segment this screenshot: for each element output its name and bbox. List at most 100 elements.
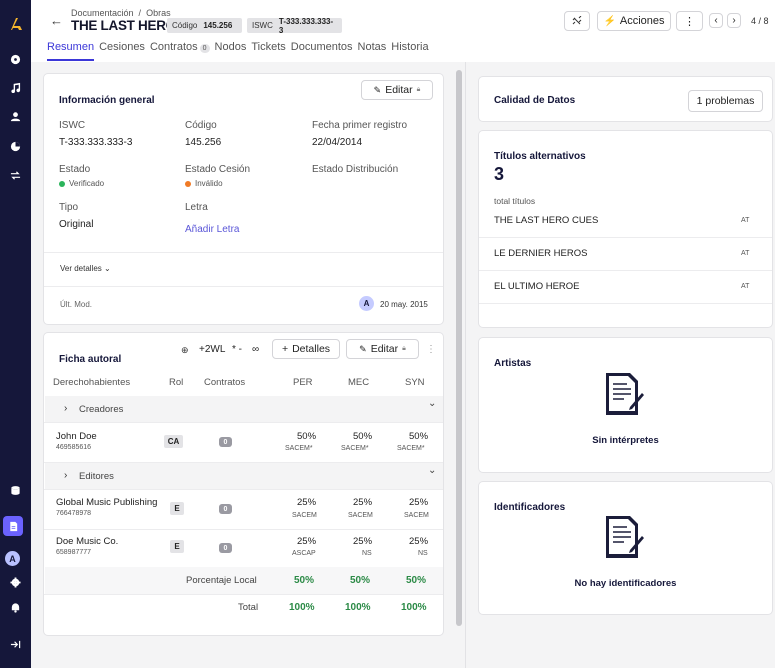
star-label: * - [232,344,242,355]
chart-icon[interactable] [0,136,31,156]
local-percentage-label: Porcentaje Local [186,575,257,586]
actions-button-label: Acciones [619,15,665,27]
more-icon[interactable]: ⋮ [426,344,436,355]
tab-label: Notas [357,41,387,53]
authorship-card: Ficha autoral ⊕ +2WL * - ∞ + Detalles ✎ … [43,332,444,636]
avatar[interactable]: A [5,551,20,566]
divider [44,462,443,463]
iswc-chip-label: ISWC [252,21,273,30]
total-syn: 100% [401,602,427,613]
total-label: Total [238,602,259,613]
column-header: Rol [169,377,184,388]
pencil-icon: ✎ [359,343,367,354]
breadcrumb-item[interactable]: Documentación [71,8,134,18]
type-label: Tipo [59,202,79,213]
problems-button[interactable]: 1 problemas [688,90,763,112]
alt-title: EL ULTIMO HEROE [494,281,580,292]
next-button[interactable]: › [727,13,741,28]
last-modified-date: 20 may. 2015 [380,300,428,309]
tab-documentos[interactable]: Documentos [291,41,358,59]
unlink-button[interactable] [564,11,590,31]
iswc-value: T-333.333.333-3 [59,137,133,148]
plus-icon: + [281,343,289,355]
divider [44,286,443,287]
details-button[interactable]: + Detalles [272,339,340,359]
per-value: 25% [297,536,317,547]
disc-icon[interactable] [0,49,31,69]
document-icon [606,516,644,558]
tab-nodos[interactable]: Nodos [215,41,252,59]
divider [44,594,443,595]
tab-tickets[interactable]: Tickets [251,41,290,59]
alt-title: LE DERNIER HEROS [494,248,588,259]
contracts-count[interactable]: 0 [219,543,232,553]
back-arrow-icon[interactable]: ← [50,13,63,28]
chevron-right-icon: › [64,403,68,414]
syn-value: 25% [409,497,429,508]
column-header: PER [293,377,313,388]
section-label: Creadores [79,404,124,415]
scrollbar[interactable] [456,70,462,626]
user-icon[interactable] [0,106,31,126]
column-header: MEC [348,377,370,388]
contracts-count[interactable]: 0 [219,504,232,514]
tab-notas[interactable]: Notas [358,41,392,59]
document-icon[interactable] [3,516,23,536]
tab-bar: Resumen Cesiones Contratos 0 Nodos Ticket… [47,41,434,61]
divider [479,270,772,271]
divider [44,489,443,490]
distribution-state-label: Estado Distribución [312,164,399,175]
gear-icon[interactable] [0,572,31,592]
column-header: SYN [405,377,425,388]
tab-cesiones[interactable]: Cesiones [99,41,150,59]
tab-historia[interactable]: Historia [391,41,433,59]
bell-icon[interactable] [0,597,31,617]
chevron-down-icon: ⌄ [428,465,437,476]
first-registration-label: Fecha primer registro [312,120,408,131]
previous-button[interactable]: ‹ [709,13,723,28]
syn-society: SACEM [404,512,429,519]
column-header: Contratos [204,377,246,388]
view-details-toggle[interactable]: Ver detalles ⌄ [60,264,111,273]
divider [479,303,772,304]
actions-button[interactable]: ⚡ Acciones [597,11,671,31]
chevron-down-icon: ⌄ [104,264,111,273]
add-lyrics-link[interactable]: Añadir Letra [185,224,240,235]
general-info-card: Información general ✎ Editar 🔒︎ ISWC T-3… [43,73,444,325]
contracts-count[interactable]: 0 [219,437,232,447]
status-dot [185,180,191,187]
music-note-icon[interactable] [0,77,31,97]
section-label: Editores [79,471,114,482]
total-per: 100% [289,602,315,613]
identifiers-card: Identificadores No hay identificadores [478,481,773,615]
mec-value: 25% [353,536,373,547]
view-details-label: Ver detalles [60,264,102,273]
logo-icon[interactable] [0,14,31,34]
database-icon[interactable] [0,480,31,500]
alternative-titles-card: Títulos alternativos 3 total títulos THE… [478,130,773,328]
title-tag: AT [741,217,750,224]
page-header: ← Documentación / Obras THE LAST HERO Có… [31,0,775,62]
mec-value: 50% [353,431,373,442]
breadcrumb-item[interactable]: Obras [146,8,171,18]
holder-name[interactable]: John Doe [56,431,97,442]
edit-button-label: Editar [370,343,399,355]
cession-value: Inválido [195,179,223,188]
edit-button[interactable]: ✎ Editar 🔒︎ [361,80,433,100]
divider [479,237,772,238]
empty-state: Sin intérpretes [592,435,659,446]
edit-button[interactable]: ✎ Editar 🔒︎ [346,339,419,359]
edit-button-label: Editar [385,84,413,96]
holder-id: 469585616 [56,444,92,451]
creators-section-header[interactable]: › Creadores ⌄ [45,396,443,422]
per-value: 50% [297,431,317,442]
more-options-button[interactable]: ⋮ [676,11,703,31]
tab-contratos[interactable]: Contratos 0 [150,41,215,59]
editors-section-header[interactable]: › Editores ⌄ [45,463,443,489]
alt-title: THE LAST HERO CUES [494,215,599,226]
holder-name[interactable]: Doe Music Co. [56,536,119,547]
tab-resumen[interactable]: Resumen [47,41,99,61]
holder-name[interactable]: Global Music Publishing [56,497,158,508]
swap-icon[interactable] [0,165,31,185]
collapse-icon[interactable] [0,634,31,654]
